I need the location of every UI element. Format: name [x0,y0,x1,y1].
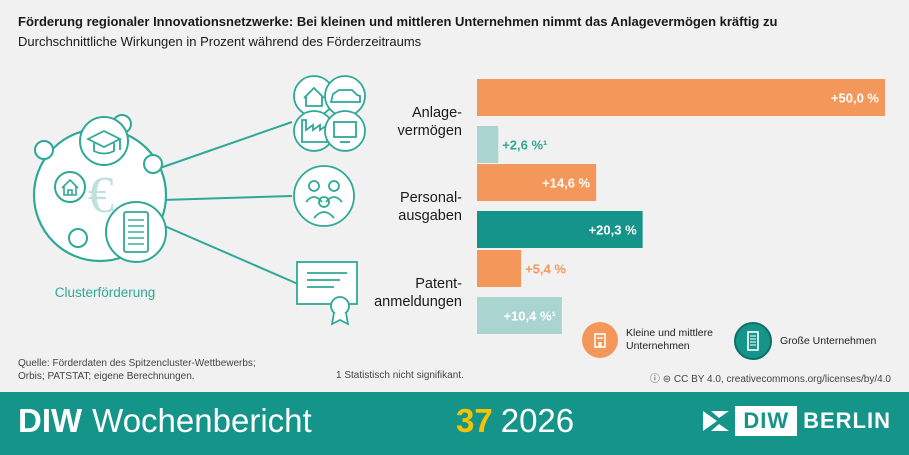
people-node [293,165,355,227]
category-label-line: anmeldungen [374,294,462,310]
bar-value-label: +5,4 % [525,262,566,277]
connector-line [159,121,293,169]
bar [477,79,885,116]
source-line-2: Orbis; PATSTAT; eigene Berechnungen. [18,371,195,382]
graduation-cap-icon [85,129,123,155]
category-label: Patent-anmeldungen [374,276,462,310]
source-line-1: Quelle: Förderdaten des Spitzencluster-W… [18,358,256,369]
category-label: Personal-ausgaben [398,190,462,224]
logo-berlin: BERLIN [803,408,891,433]
bar [477,126,499,163]
chart-canvas: € Clusterförderung [32,75,885,334]
connector-line [159,223,299,285]
bar-value-label: +2,6 %¹ [502,138,547,153]
legend-kmu-line1: Kleine und mittlere [626,327,713,339]
patent-icons [296,261,358,326]
license: ⓘ ⊜ CC BY 4.0, creativecommons.org/licen… [650,370,891,385]
category-label-line: Personal- [400,190,462,206]
network-node [34,140,54,160]
tall-building-icon [734,322,772,360]
category-labels: Anlage-vermögen Personal-ausgaben Patent-a… [374,105,462,310]
cluster-illustration: € [32,114,299,285]
publication-brand: DIW Wochenbericht [18,402,312,440]
seal-icon [330,296,350,316]
certificate-icon [296,261,358,305]
diw-logo: DIW BERLIN [703,406,891,436]
legend-kmu-line2: Unternehmen [626,340,690,352]
legend-gross: Große Unternehmen [734,322,876,360]
network-node [143,154,163,174]
people-icons [293,165,355,227]
logo-diw: DIW [735,406,798,436]
bar-value-label: +14,6 % [542,176,591,191]
category-label-line: ausgaben [398,208,462,224]
bar-value-label: +10,4 %¹ [503,309,555,324]
diw-logo-mark-icon [703,411,730,431]
person-icon [318,196,330,208]
footnote: 1 Statistisch nicht signifikant. [336,370,464,381]
category-label-line: Anlage- [412,105,462,121]
issue-year: 2026 [500,402,575,439]
brand-bold: DIW [18,402,83,439]
category-label-line: vermögen [398,123,462,139]
bars: +50,0 % +14,6 % +5,4 % +2,6 %¹ +20,3 % +10,4 … [477,79,885,334]
license-text: CC BY 4.0, creativecommons.org/licenses/… [673,374,891,385]
source-note: Quelle: Förderdaten des Spitzencluster-W… [18,357,256,383]
education-node [79,116,129,166]
issue-info: 37 2026 [456,402,574,440]
computer-icon [333,121,357,138]
connector-line [161,195,293,201]
bar-value-label: +50,0 % [831,91,880,106]
bar-value-label: +20,3 % [589,223,638,238]
chart-subtitle: Durchschnittliche Wirkungen in Prozent w… [18,34,422,49]
document-icon [123,211,149,253]
legend-kmu: Kleine und mittlere Unternehmen [582,322,713,358]
bar [477,164,597,201]
euro-icon: € [88,167,114,224]
computer-node [324,110,366,152]
category-label: Anlage-vermögen [398,105,463,139]
person-icon [328,180,340,192]
chart-title: Förderung regionaler Innovationsnetzwerk… [18,14,778,29]
bar [477,250,522,287]
infographic: Förderung regionaler Innovationsnetzwerk… [18,14,891,385]
small-building-icon [582,322,618,358]
cc-icon: ⓘ ⊜ [649,374,674,385]
category-label-line: Patent- [415,276,462,292]
bar [477,211,643,248]
brand-rest: Wochenbericht [92,402,312,439]
home-icon [61,178,79,196]
issue-number: 37 [456,402,493,439]
house-icon [303,86,325,107]
publication-banner: DIW Wochenbericht 37 2026 DIW BERLIN [0,392,909,455]
network-node [68,228,88,248]
home-node [54,171,86,203]
bar [477,297,562,334]
person-icon [308,180,320,192]
asset-icons [293,75,366,152]
illustration-label: Clusterförderung [55,285,156,300]
legend-gross-label: Große Unternehmen [780,334,877,347]
car-icon [329,89,361,103]
